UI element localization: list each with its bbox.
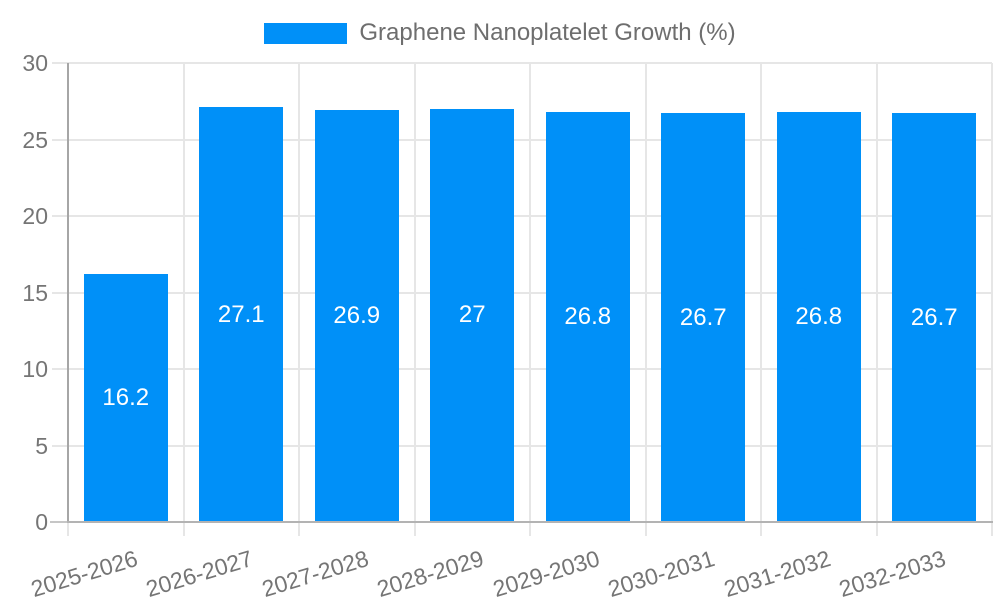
x-gridline xyxy=(298,63,300,536)
bar[interactable]: 26.9 xyxy=(314,110,399,522)
x-gridline xyxy=(529,63,531,536)
bar[interactable]: 26.7 xyxy=(892,113,977,522)
x-gridline xyxy=(182,63,185,536)
bar[interactable]: 27 xyxy=(430,108,515,522)
y-axis-line xyxy=(67,63,69,522)
bar-value-label: 26.9 xyxy=(333,302,381,330)
y-gridline xyxy=(52,215,992,217)
x-gridline xyxy=(991,63,993,536)
bar-value-label: 27.1 xyxy=(217,300,265,328)
bar[interactable]: 27.1 xyxy=(199,107,284,522)
bar-value-label: 16.2 xyxy=(102,384,150,412)
y-axis-tick-label: 10 xyxy=(22,356,48,382)
legend[interactable]: Graphene Nanoplatelet Growth (%) xyxy=(0,19,1000,47)
x-axis-tick-label: 2029-2030 xyxy=(489,545,603,600)
x-axis-tick-label: 2030-2031 xyxy=(605,545,718,600)
x-axis-tick-label: 2025-2026 xyxy=(27,545,141,600)
bar[interactable]: 26.8 xyxy=(776,111,861,522)
x-gridline xyxy=(644,63,647,536)
x-axis-tick-label: 2026-2027 xyxy=(143,545,256,600)
bar-value-label: 26.8 xyxy=(795,302,843,330)
y-gridline xyxy=(52,291,992,294)
bar[interactable]: 26.7 xyxy=(661,113,746,522)
y-axis-tick-label: 5 xyxy=(35,432,48,459)
x-axis-tick-label: 2031-2032 xyxy=(720,545,834,600)
x-gridline xyxy=(760,63,762,536)
bar-value-label: 26.7 xyxy=(910,303,958,331)
bar[interactable]: 16.2 xyxy=(83,274,168,522)
y-axis-tick-label: 20 xyxy=(22,203,48,229)
y-gridline xyxy=(52,62,992,64)
bar-value-label: 27 xyxy=(458,301,486,329)
legend-swatch xyxy=(264,22,348,44)
y-axis-tick-label: 25 xyxy=(22,126,48,153)
legend-label: Graphene Nanoplatelet Growth (%) xyxy=(359,19,736,46)
y-axis-tick-label: 30 xyxy=(22,50,48,76)
x-axis-tick-label: 2028-2029 xyxy=(374,545,487,600)
bar-value-label: 26.7 xyxy=(679,303,727,331)
x-gridline xyxy=(413,63,416,536)
y-gridline xyxy=(52,368,992,370)
y-gridline xyxy=(52,138,992,141)
x-gridline xyxy=(875,63,878,536)
y-axis-tick-label: 0 xyxy=(35,509,48,535)
bar[interactable]: 26.8 xyxy=(545,111,630,522)
bar-value-label: 26.8 xyxy=(564,302,612,330)
x-axis-tick-label: 2032-2033 xyxy=(836,545,949,600)
y-gridline xyxy=(52,444,992,447)
x-axis-tick-label: 2027-2028 xyxy=(258,545,372,600)
y-tick xyxy=(50,521,68,523)
x-axis-line xyxy=(67,521,993,523)
y-axis-tick-label: 15 xyxy=(22,279,48,306)
